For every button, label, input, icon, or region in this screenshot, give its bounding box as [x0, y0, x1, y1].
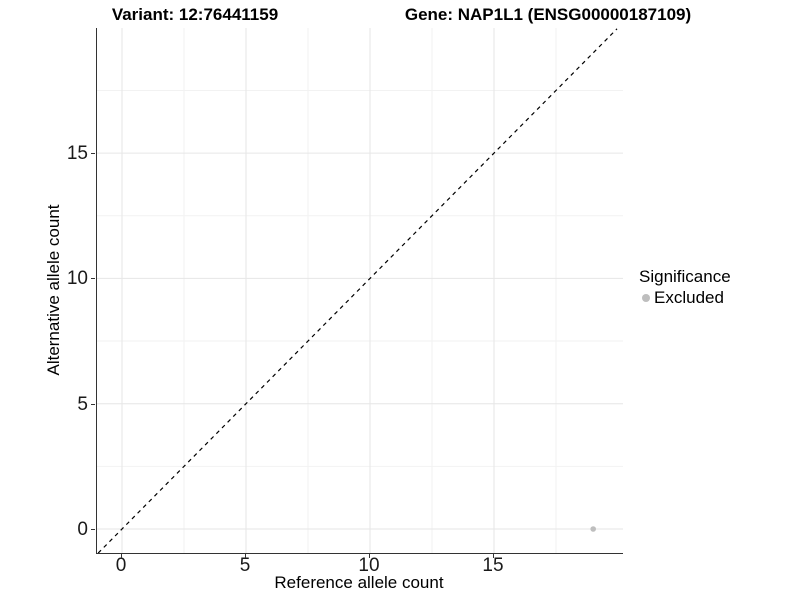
y-tick-label-15: 15	[66, 143, 88, 165]
x-tick-label-0: 0	[115, 555, 127, 576]
x-axis-title: Reference allele count	[274, 573, 444, 592]
x-tick-mark	[493, 554, 494, 558]
x-tick-label-15: 15	[482, 555, 504, 576]
gene-title: Gene: NAP1L1 (ENSG00000187109)	[404, 5, 692, 24]
excluded-marker-icon	[642, 294, 650, 302]
legend-entry-label: Excluded	[654, 288, 724, 307]
identity-line	[97, 28, 618, 553]
y-tick-mark	[91, 153, 95, 155]
y-tick-label-0: 0	[77, 519, 88, 540]
legend: Significance Excluded	[639, 266, 731, 308]
x-tick-mark	[121, 554, 122, 558]
x-tick-mark	[245, 554, 246, 558]
y-tick-mark	[91, 529, 95, 530]
x-tick-label-10: 10	[358, 555, 380, 576]
x-tick-mark	[369, 554, 370, 558]
y-axis-title: Alternative allele count	[44, 204, 63, 376]
x-tick-label-5: 5	[239, 555, 251, 576]
y-tick-mark	[91, 403, 95, 405]
variant-title: Variant: 12:76441159	[111, 5, 279, 24]
y-tick-label-5: 5	[77, 393, 88, 415]
chart-canvas	[97, 28, 623, 553]
y-tick-label-10: 10	[66, 268, 88, 290]
legend-entry-excluded: Excluded	[639, 288, 731, 308]
data-point-excluded	[590, 526, 596, 532]
y-tick-mark	[91, 278, 95, 280]
legend-title: Significance	[639, 267, 731, 286]
plot-panel	[96, 28, 623, 554]
